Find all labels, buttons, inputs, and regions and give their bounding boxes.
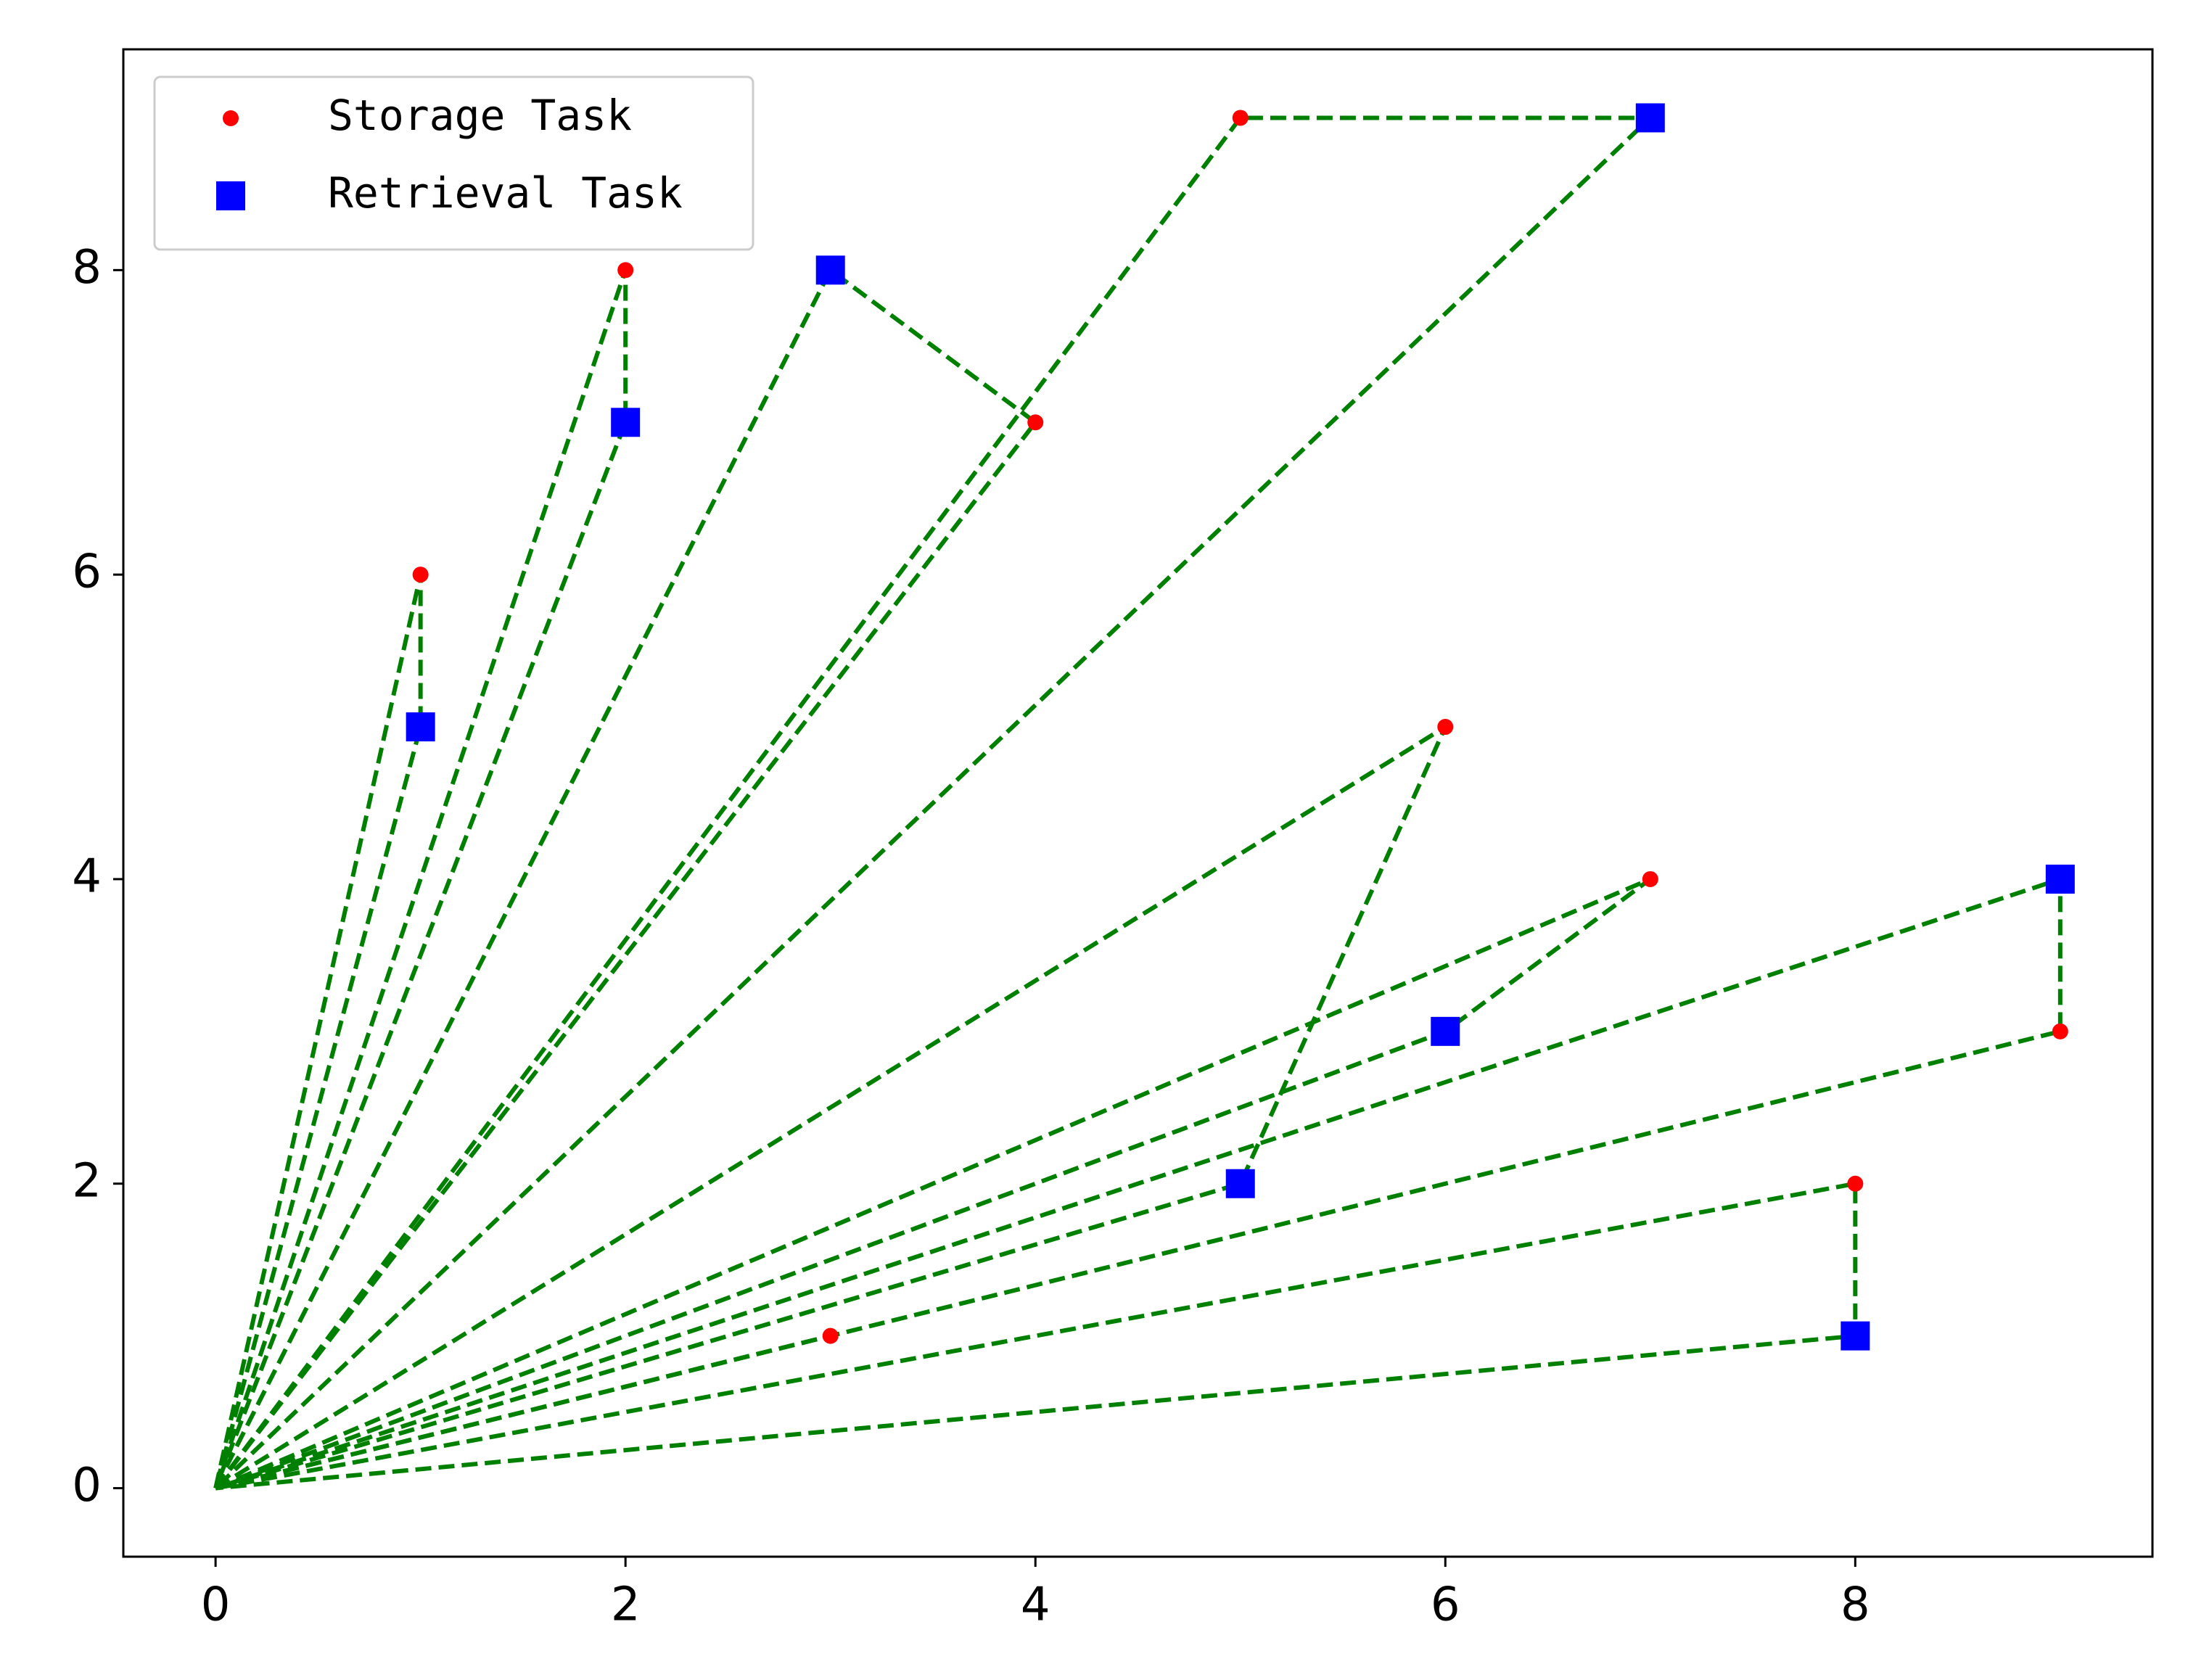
point: [2052, 1023, 2068, 1039]
route-line: [213, 266, 1039, 1490]
point: [1437, 719, 1454, 736]
route-line: [215, 876, 2062, 1491]
route-line: [213, 269, 628, 1489]
x-tick-label: 0: [201, 1578, 231, 1632]
x-tick-label: 6: [1431, 1578, 1460, 1632]
legend-label: Retrieval Task: [328, 168, 683, 218]
route-line: [215, 1333, 831, 1491]
x-tick-label: 8: [1841, 1578, 1870, 1632]
y-tick-label: 4: [72, 850, 102, 904]
point: [815, 255, 845, 285]
route-line: [215, 1181, 1858, 1491]
x-tick-label: 2: [611, 1578, 641, 1632]
point: [1642, 870, 1658, 887]
route-line: [213, 115, 1656, 1490]
point: [1431, 1016, 1460, 1046]
legend-marker: [216, 181, 245, 210]
point: [1027, 414, 1044, 431]
y-tick-label: 6: [72, 545, 102, 599]
route-line: [214, 721, 1451, 1491]
point: [1232, 110, 1249, 126]
point: [822, 1327, 839, 1344]
point: [1847, 1175, 1864, 1192]
x-tick-label: 4: [1021, 1578, 1050, 1632]
y-tick-label: 8: [72, 241, 102, 295]
point: [1841, 1321, 1870, 1351]
route-line: [214, 877, 1652, 1491]
point: [2045, 864, 2075, 894]
point: [412, 567, 429, 583]
point: [611, 408, 641, 437]
legend-box: [153, 75, 754, 251]
legend-label: Storage Task: [328, 91, 632, 140]
point: [1635, 103, 1665, 133]
point: [406, 712, 435, 742]
point: [617, 262, 634, 279]
y-tick-label: 2: [72, 1154, 102, 1208]
plot-frame: [122, 48, 2154, 1558]
route-line: [213, 574, 423, 1489]
legend-marker: [223, 110, 239, 126]
y-tick-label: 0: [72, 1459, 102, 1512]
point: [1225, 1169, 1255, 1198]
